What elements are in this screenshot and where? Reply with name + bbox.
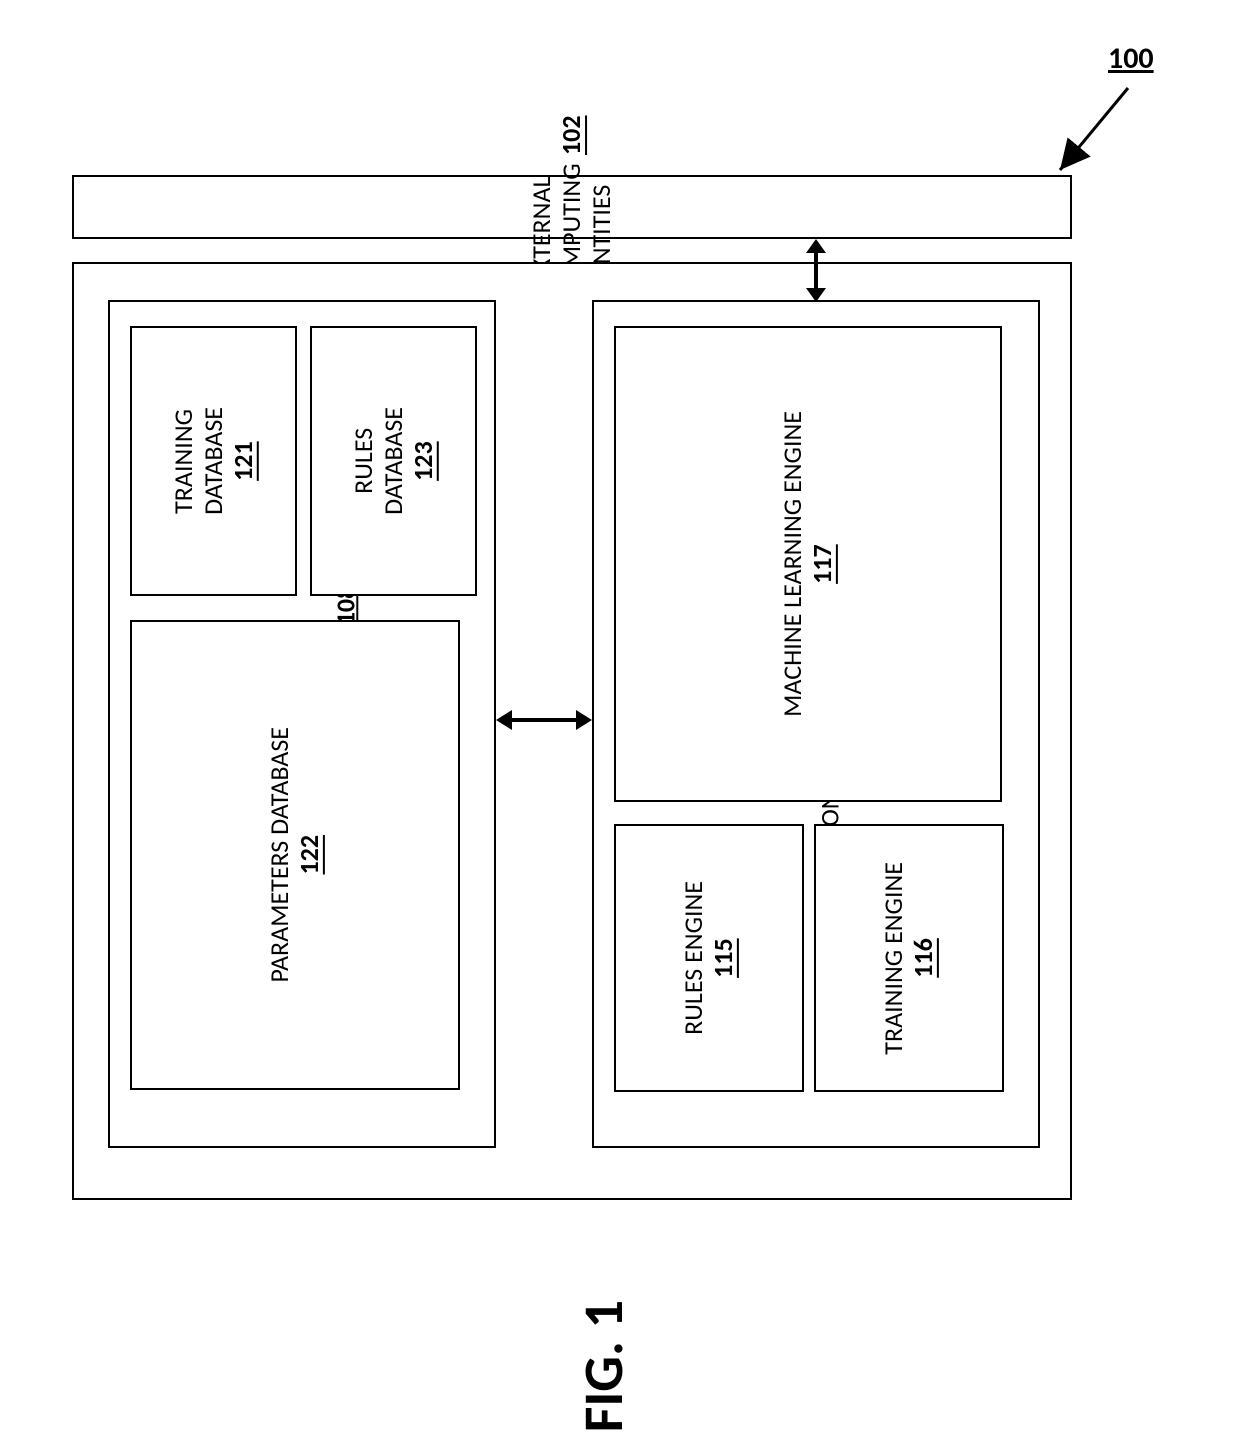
training-engine-l1: TRAINING ENGINE (879, 862, 909, 1055)
arrow-ext-pce-line (814, 248, 818, 292)
arrow-ext-pce-head-u (806, 239, 826, 253)
ref-100: 100 (1108, 40, 1154, 77)
training-db-num: 121 (228, 441, 258, 481)
training-engine-num: 116 (909, 938, 939, 978)
ml-engine-stack: MACHINE LEARNING ENGINE 117 (778, 411, 838, 717)
rules-db-l2: DATABASE (379, 407, 409, 515)
rules-engine-stack: RULES ENGINE 115 (679, 881, 739, 1035)
params-db-num: 122 (295, 835, 325, 875)
arrow-storage-pce-head-l (496, 710, 512, 730)
external-num: 102 (557, 115, 587, 155)
ml-engine-box: MACHINE LEARNING ENGINE 117 (614, 326, 1002, 802)
training-engine-box: TRAINING ENGINE 116 (814, 824, 1004, 1092)
rules-engine-l1: RULES ENGINE (679, 881, 709, 1035)
rules-db-box: RULES DATABASE 123 (310, 326, 477, 596)
params-db-box: PARAMETERS DATABASE 122 (130, 620, 460, 1090)
arrow-storage-pce-head-r (576, 710, 592, 730)
ml-engine-l1: MACHINE LEARNING ENGINE (778, 411, 808, 717)
params-db-l1: PARAMETERS DATABASE (265, 727, 295, 983)
training-db-stack: TRAINING DATABASE 121 (169, 407, 259, 515)
arrow-ext-pce-head-d (806, 288, 826, 302)
rules-db-num: 123 (408, 441, 438, 481)
rules-engine-num: 115 (709, 938, 739, 978)
figure-caption: FIG. 1 (570, 1300, 638, 1432)
training-engine-stack: TRAINING ENGINE 116 (879, 862, 939, 1055)
ref-100-text: 100 (1108, 40, 1154, 77)
figure-caption-text: FIG. 1 (570, 1300, 638, 1432)
training-db-box: TRAINING DATABASE 121 (130, 326, 297, 596)
rules-db-stack: RULES DATABASE 123 (349, 407, 439, 515)
ml-engine-num: 117 (808, 544, 838, 584)
rules-db-l1: RULES (349, 428, 379, 494)
arrow-storage-pce-line (508, 718, 580, 722)
training-db-l1: TRAINING (169, 409, 199, 514)
training-db-l2: DATABASE (199, 407, 229, 515)
external-entities-box: EXTERNAL COMPUTING ENTITIES 102 (72, 175, 1072, 239)
rules-engine-box: RULES ENGINE 115 (614, 824, 804, 1092)
params-db-stack: PARAMETERS DATABASE 122 (265, 727, 325, 983)
